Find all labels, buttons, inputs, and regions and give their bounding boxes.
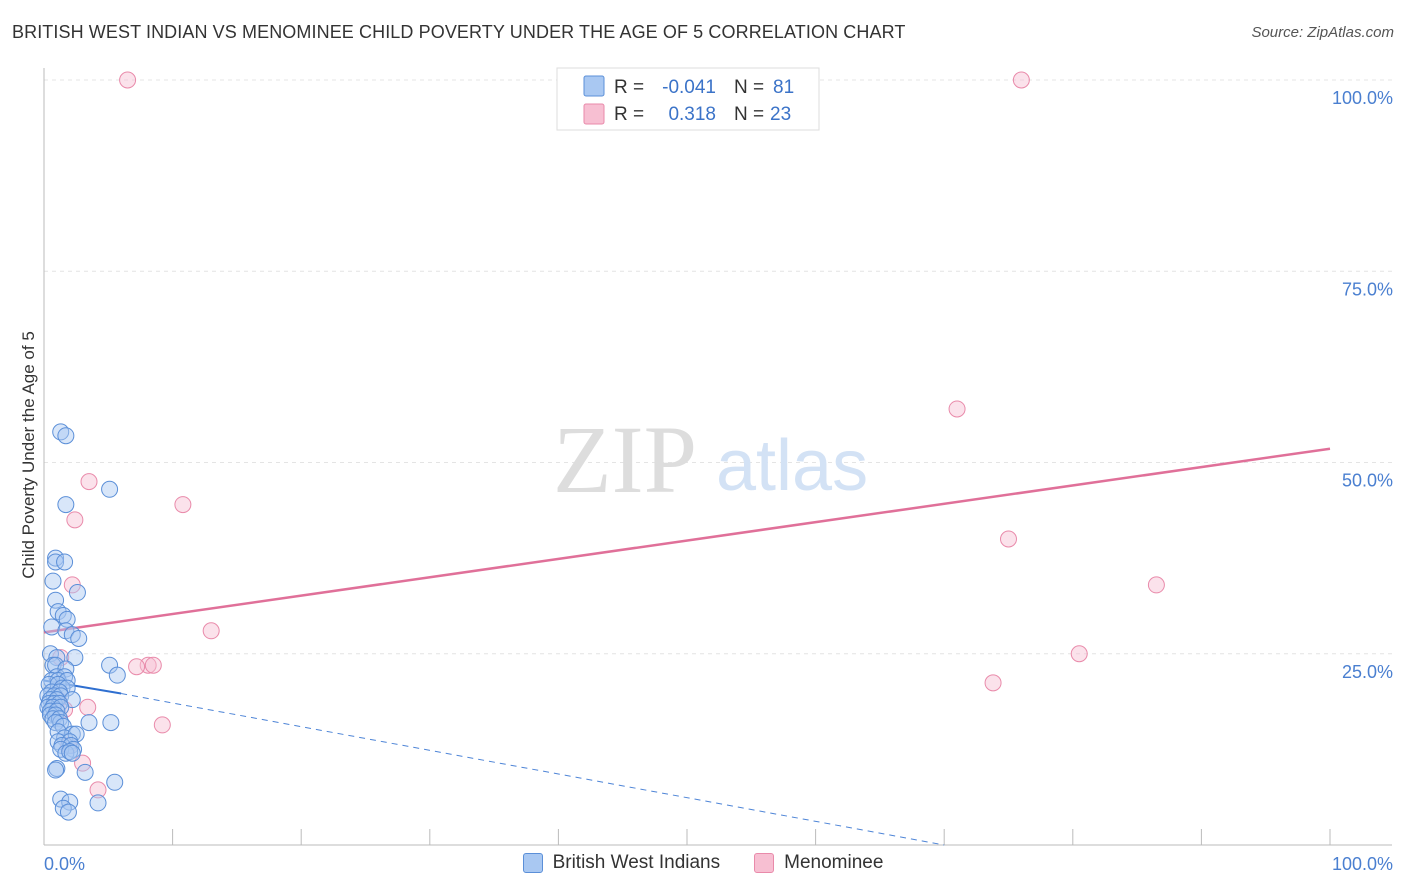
point-british-west-indians-74 — [76, 763, 94, 781]
point-menominee-1 — [1012, 71, 1030, 89]
point-british-west-indians-1 — [57, 427, 75, 445]
point-menominee-17 — [153, 716, 171, 734]
point-british-west-indians-19 — [66, 649, 84, 667]
watermark-atlas: atlas — [716, 426, 868, 506]
point-british-west-indians-8 — [68, 584, 86, 602]
chart-title: BRITISH WEST INDIAN VS MENOMINEE CHILD P… — [12, 22, 906, 42]
stats-swatch-blue — [583, 75, 605, 97]
grid-lines — [44, 79, 1392, 655]
stats-box: R = -0.041 N = 81 R = 0.318 N = 23 — [556, 67, 820, 131]
point-british-west-indians-4 — [47, 549, 65, 567]
point-british-west-indians-6 — [56, 553, 74, 571]
point-british-west-indians-75 — [106, 773, 124, 791]
point-british-west-indians-16 — [70, 629, 88, 647]
point-menominee-0 — [119, 71, 137, 89]
legend-label-british-west-indians: British West Indians — [552, 852, 721, 873]
stats-r-value-pink: 0.318 — [668, 104, 716, 125]
point-menominee-7 — [1147, 576, 1165, 594]
point-menominee-4 — [174, 496, 192, 514]
point-british-west-indians-33 — [108, 666, 126, 684]
y-tick-labels: 25.0% 50.0% 75.0% 100.0% — [1332, 88, 1393, 682]
stats-n-value-blue: 81 — [773, 77, 794, 98]
point-menominee-20 — [89, 781, 107, 799]
x-tick-label-1: 100.0% — [1332, 854, 1393, 874]
y-tick-label-1: 50.0% — [1342, 471, 1393, 491]
point-menominee-3 — [80, 473, 98, 491]
point-menominee-10 — [1070, 645, 1088, 663]
point-menominee-16 — [79, 698, 97, 716]
point-british-west-indians-78 — [89, 794, 107, 812]
legend: British West Indians Menominee — [0, 852, 1406, 874]
trend-line-british-west-indians-extension — [121, 693, 945, 846]
y-axis-label: Child Poverty Under the Age of 5 — [19, 331, 38, 579]
point-british-west-indians-2 — [57, 496, 75, 514]
y-tick-label-3: 100.0% — [1332, 88, 1393, 108]
point-british-west-indians-5 — [47, 553, 65, 571]
point-menominee-6 — [1000, 530, 1017, 548]
legend-swatch-blue — [522, 853, 543, 873]
data-points — [39, 71, 1165, 821]
point-british-west-indians-70 — [61, 743, 79, 761]
point-british-west-indians-56 — [80, 714, 98, 732]
stats-r-label-blue: R = — [614, 77, 644, 98]
point-british-west-indians-57 — [102, 714, 120, 732]
x-tick-labels: 0.0% 100.0% — [44, 854, 1393, 874]
point-menominee-14 — [128, 658, 146, 676]
point-menominee-5 — [66, 511, 84, 529]
stats-n-label-blue: N = — [734, 77, 764, 98]
point-british-west-indians-13 — [43, 618, 61, 636]
watermark: ZIP atlas — [553, 406, 868, 513]
source-label: Source: ZipAtlas.com — [1251, 24, 1394, 41]
legend-swatch-pink — [754, 853, 775, 873]
legend-item-british-west-indians[interactable]: British West Indians — [522, 852, 721, 874]
stats-r-label-pink: R = — [614, 104, 644, 125]
x-tick-label-0: 0.0% — [44, 854, 85, 874]
stats-swatch-pink — [583, 103, 605, 125]
point-british-west-indians-73 — [47, 761, 65, 779]
point-british-west-indians-71 — [63, 744, 81, 762]
stats-n-label-pink: N = — [734, 104, 764, 125]
point-menominee-15 — [984, 674, 1002, 692]
watermark-zip: ZIP — [553, 406, 697, 513]
stats-r-value-blue: -0.041 — [662, 77, 716, 98]
point-british-west-indians-3 — [101, 480, 119, 498]
legend-item-menominee[interactable]: Menominee — [754, 852, 883, 874]
point-british-west-indians-80 — [59, 803, 77, 821]
point-british-west-indians-7 — [44, 572, 62, 590]
point-menominee-13 — [144, 656, 162, 674]
point-menominee-9 — [202, 622, 220, 640]
trend-line-menominee — [43, 447, 1331, 634]
stats-n-value-pink: 23 — [770, 104, 791, 125]
point-menominee-2 — [948, 400, 966, 418]
point-british-west-indians-59 — [49, 723, 67, 741]
y-tick-label-0: 25.0% — [1342, 662, 1393, 682]
legend-label-menominee: Menominee — [784, 852, 884, 873]
y-tick-label-2: 75.0% — [1342, 279, 1393, 299]
